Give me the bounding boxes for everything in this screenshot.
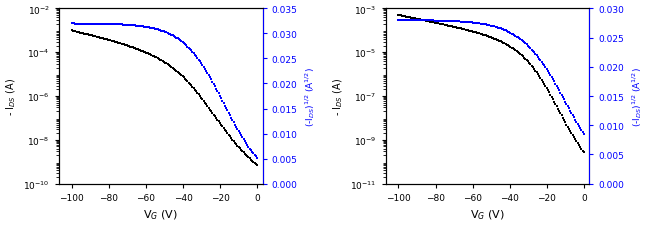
Y-axis label: (-I$_{DS}$)$^{1/2}$ (A$^{1/2}$): (-I$_{DS}$)$^{1/2}$ (A$^{1/2}$)	[630, 67, 644, 126]
Y-axis label: (-I$_{DS}$)$^{1/2}$ (A$^{1/2}$): (-I$_{DS}$)$^{1/2}$ (A$^{1/2}$)	[303, 67, 317, 126]
X-axis label: V$_G$ (V): V$_G$ (V)	[143, 207, 178, 221]
Y-axis label: - I$_{DS}$ (A): - I$_{DS}$ (A)	[331, 78, 345, 115]
Y-axis label: - I$_{DS}$ (A): - I$_{DS}$ (A)	[4, 78, 17, 115]
X-axis label: V$_G$ (V): V$_G$ (V)	[470, 207, 505, 221]
